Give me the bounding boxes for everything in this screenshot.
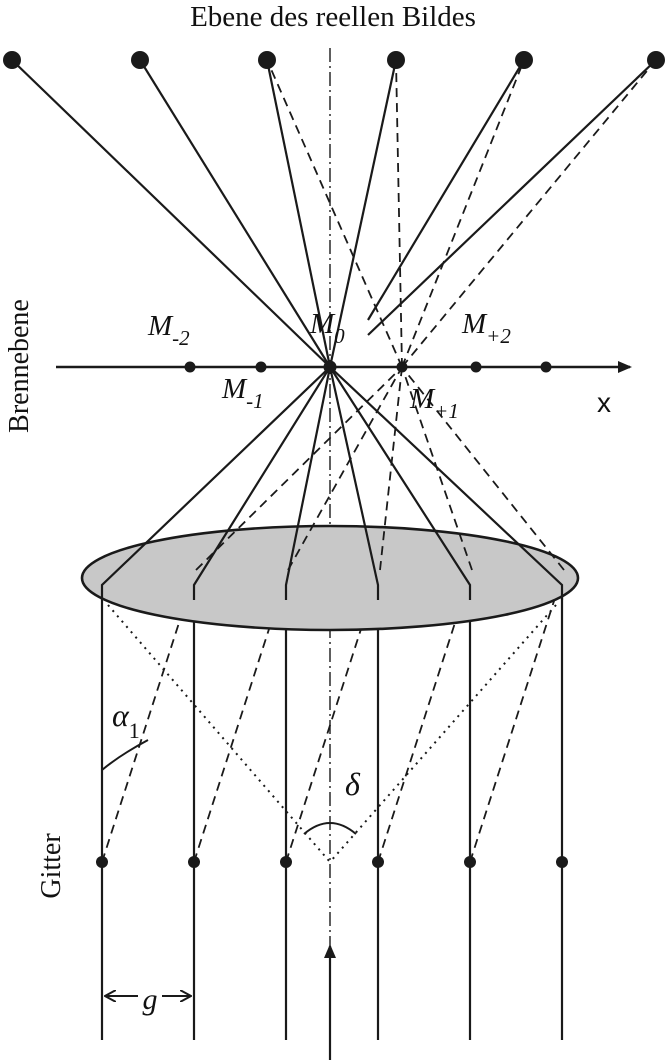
image-rays-dashed bbox=[266, 59, 657, 368]
point-m-minus1 bbox=[255, 361, 267, 373]
image-rays-solid bbox=[11, 59, 657, 368]
focal-plane-label: Brennebene bbox=[4, 299, 35, 433]
delta-angle-arc bbox=[303, 822, 357, 835]
point-m-plus3 bbox=[540, 361, 552, 373]
image-points bbox=[3, 51, 665, 69]
label-m-zero: M0 bbox=[309, 308, 345, 348]
delta-label: δ bbox=[345, 766, 361, 802]
grating-points bbox=[96, 856, 568, 868]
converging-rays bbox=[100, 366, 564, 600]
focal-points bbox=[184, 360, 552, 374]
label-m-minus1: M-1 bbox=[221, 373, 264, 413]
label-m-plus2: M+2 bbox=[461, 308, 511, 348]
lens bbox=[80, 524, 580, 632]
label-m-minus2: M-2 bbox=[147, 310, 190, 350]
grating-rays bbox=[100, 585, 564, 1040]
alpha-angle-arc bbox=[101, 739, 149, 771]
point-m-plus2 bbox=[470, 361, 482, 373]
x-axis-label: x bbox=[597, 387, 611, 418]
point-m-minus2 bbox=[184, 361, 196, 373]
label-m-plus1: M+1 bbox=[409, 383, 459, 423]
grating-label: Gitter bbox=[36, 833, 67, 899]
point-m-plus1 bbox=[396, 361, 408, 373]
aperture-cone-dotted bbox=[107, 604, 557, 863]
period-label: g bbox=[143, 983, 158, 1016]
point-m-zero bbox=[323, 360, 337, 374]
first-order-dashed-rays bbox=[195, 366, 565, 571]
image-plane-label: Ebene des reellen Bildes bbox=[190, 1, 476, 33]
alpha-label: α1 bbox=[112, 697, 140, 743]
